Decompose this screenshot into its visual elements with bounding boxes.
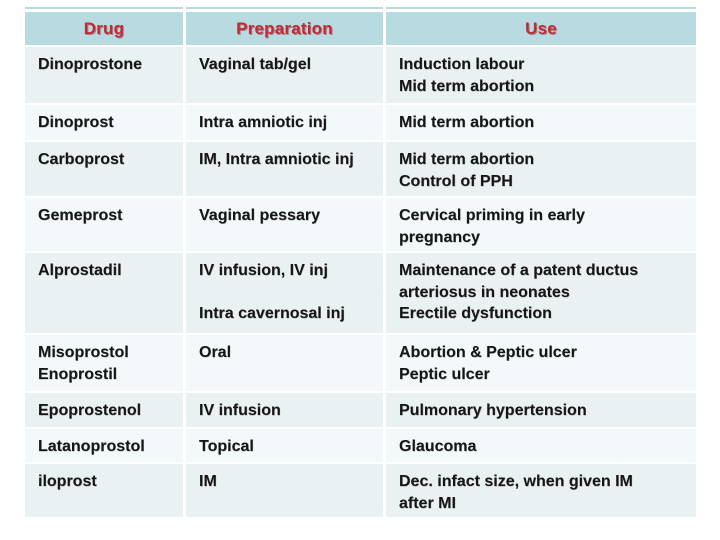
preparation-cell: Vaginal tab/gel	[186, 47, 383, 103]
use-cell: Dec. infact size, when given IM after MI	[386, 464, 696, 517]
prostaglandin-drug-table: Drug Preparation Use Dinoprostone Vagina…	[25, 12, 696, 517]
drug-cell: Alprostadil	[25, 253, 183, 333]
table-top-rule	[25, 7, 696, 9]
preparation-cell: IM	[186, 464, 383, 517]
column-header-preparation: Preparation	[186, 12, 383, 45]
preparation-cell: Vaginal pessary	[186, 198, 383, 251]
preparation-cell: Oral	[186, 335, 383, 391]
preparation-cell: IV infusion	[186, 393, 383, 427]
use-cell: Induction labour Mid term abortion	[386, 47, 696, 103]
drug-cell: Misoprostol Enoprostil	[25, 335, 183, 391]
drug-cell: Epoprostenol	[25, 393, 183, 427]
preparation-cell: Intra amniotic inj	[186, 105, 383, 140]
top-rule-segment-use	[386, 7, 696, 9]
use-cell: Mid term abortion	[386, 105, 696, 140]
use-cell: Glaucoma	[386, 429, 696, 462]
drug-cell: Carboprost	[25, 142, 183, 196]
drug-cell: Dinoprost	[25, 105, 183, 140]
use-cell: Cervical priming in early pregnancy	[386, 198, 696, 251]
top-rule-segment-preparation	[186, 7, 383, 9]
column-header-drug: Drug	[25, 12, 183, 45]
drug-cell: iloprost	[25, 464, 183, 517]
preparation-cell: IM, Intra amniotic inj	[186, 142, 383, 196]
use-cell: Mid term abortion Control of PPH	[386, 142, 696, 196]
drug-cell: Latanoprostol	[25, 429, 183, 462]
drug-cell: Gemeprost	[25, 198, 183, 251]
use-cell: Maintenance of a patent ductus arteriosu…	[386, 253, 696, 333]
use-cell: Abortion & Peptic ulcer Peptic ulcer	[386, 335, 696, 391]
drug-cell: Dinoprostone	[25, 47, 183, 103]
preparation-cell: IV infusion, IV inj Intra cavernosal inj	[186, 253, 383, 333]
top-rule-segment-drug	[25, 7, 183, 9]
preparation-cell: Topical	[186, 429, 383, 462]
use-cell: Pulmonary hypertension	[386, 393, 696, 427]
column-header-use: Use	[386, 12, 696, 45]
